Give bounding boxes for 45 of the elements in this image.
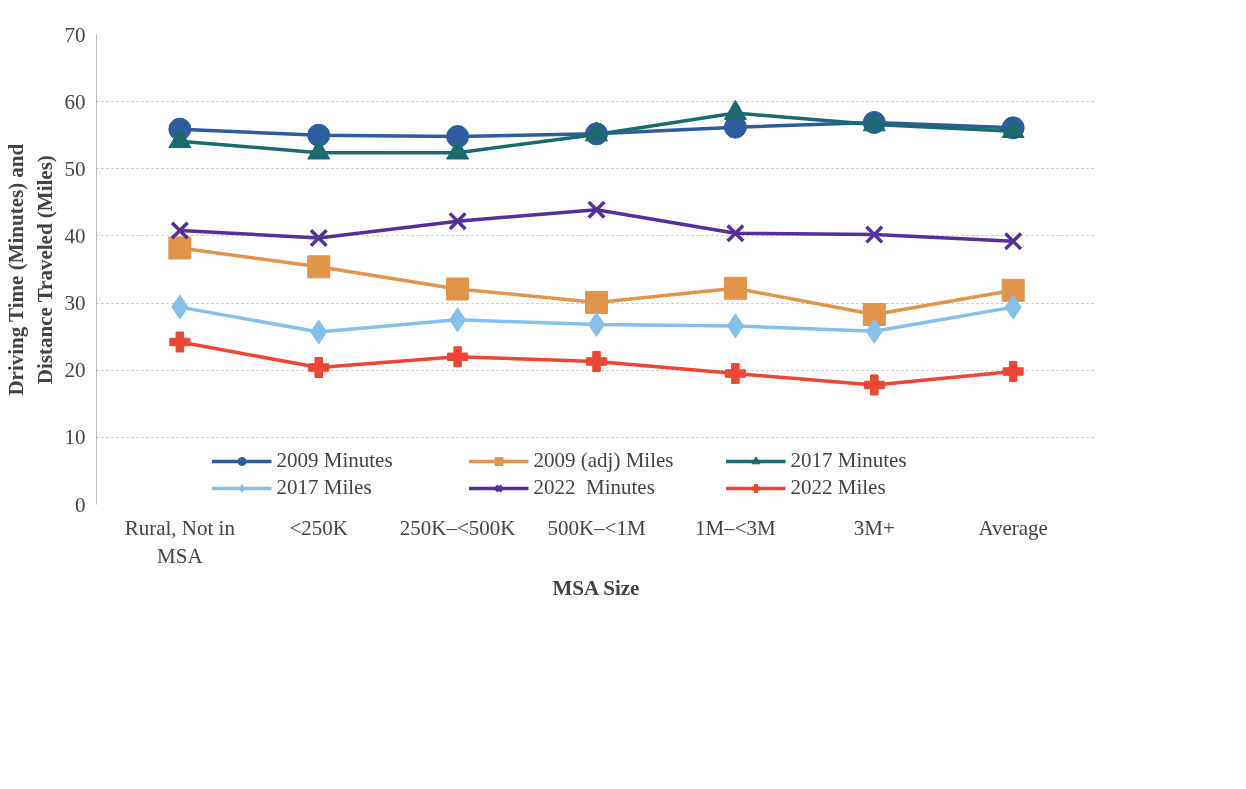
x-axis-title: MSA Size bbox=[552, 576, 640, 601]
point bbox=[585, 290, 608, 314]
y-tick-label: 30 bbox=[64, 291, 86, 316]
x-tick-label: 1M–<3M bbox=[695, 515, 777, 540]
point bbox=[307, 123, 331, 147]
legend-label: 2009 (adj) Miles bbox=[533, 448, 675, 473]
legend-label: 2009 Minutes bbox=[276, 448, 394, 473]
x-tick-label: <250K bbox=[289, 515, 348, 540]
point bbox=[307, 255, 331, 279]
legend-label: 2017 Minutes bbox=[790, 448, 908, 473]
point bbox=[170, 221, 190, 241]
point bbox=[169, 331, 191, 353]
point bbox=[586, 200, 607, 220]
y-tick-label: 10 bbox=[64, 425, 86, 450]
point bbox=[168, 236, 192, 260]
point bbox=[309, 228, 329, 248]
x-tick-label: Rural, Not in MSA bbox=[124, 515, 236, 569]
point bbox=[1001, 278, 1025, 302]
y-axis-title: Driving Time (Minutes) and Distance Traveled (Miles) bbox=[3, 143, 57, 396]
point bbox=[1002, 361, 1024, 383]
x-tick-label: 3M+ bbox=[853, 515, 895, 540]
point bbox=[446, 277, 470, 301]
legend-label: 2017 Miles bbox=[276, 475, 373, 500]
y-tick-label: 70 bbox=[64, 22, 86, 47]
point bbox=[447, 346, 469, 368]
y-tick-label: 50 bbox=[64, 156, 86, 181]
point bbox=[308, 357, 330, 379]
x-tick-label: 500K–<1M bbox=[547, 515, 646, 540]
point bbox=[863, 374, 885, 396]
y-tick-label: 40 bbox=[64, 223, 86, 248]
point bbox=[862, 302, 886, 326]
point bbox=[448, 211, 468, 231]
point bbox=[1003, 231, 1023, 251]
x-tick-label: Average bbox=[978, 515, 1048, 540]
legend-label: 2022 Miles bbox=[790, 475, 887, 500]
y-tick-label: 0 bbox=[75, 492, 86, 517]
point bbox=[724, 363, 746, 385]
point bbox=[723, 276, 747, 300]
x-tick-label: 250K–<500K bbox=[399, 515, 516, 540]
point bbox=[586, 350, 607, 372]
point bbox=[725, 223, 745, 243]
y-tick-label: 20 bbox=[64, 358, 86, 383]
y-tick-label: 60 bbox=[64, 89, 86, 114]
point bbox=[864, 225, 884, 245]
legend-label: 2022 Minutes bbox=[533, 475, 656, 500]
